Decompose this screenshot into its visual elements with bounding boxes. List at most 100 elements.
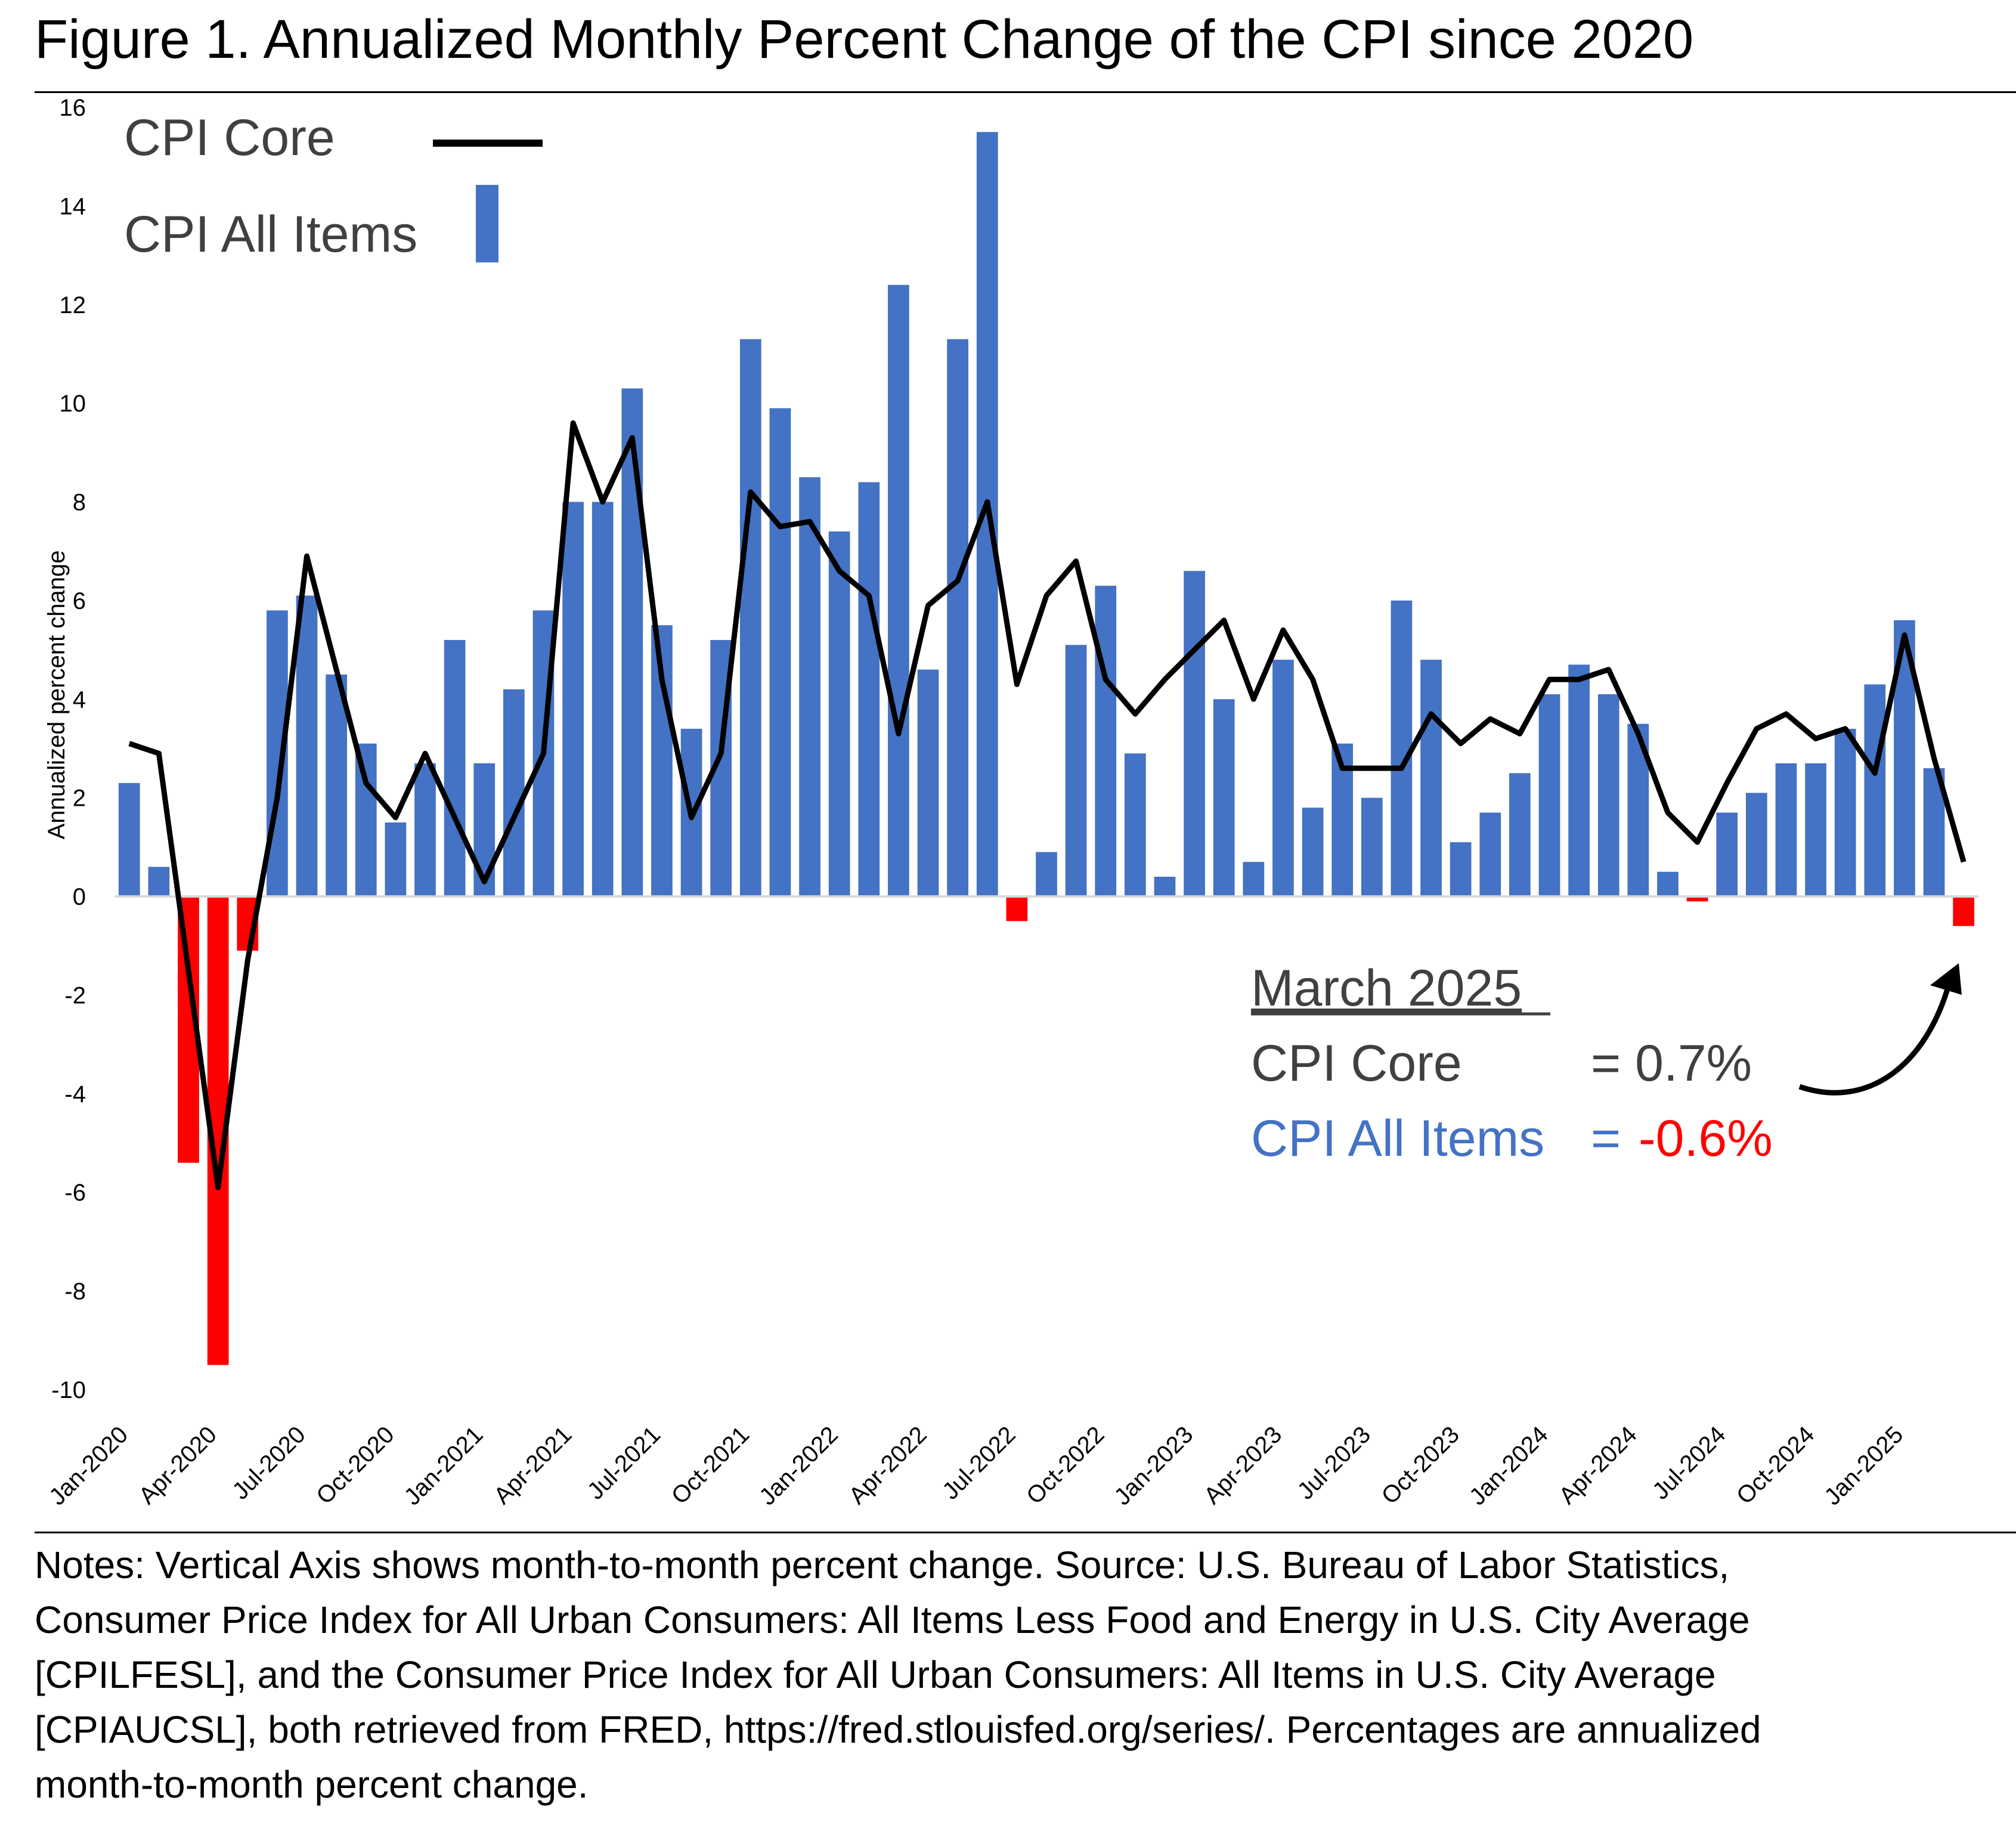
cpi-all-items-bar [947, 339, 969, 897]
notes-line: Consumer Price Index for All Urban Consu… [35, 1598, 1750, 1641]
annotation-all-items-equals: = [1591, 1110, 1621, 1167]
cpi-all-items-bar [1036, 852, 1057, 897]
y-tick-label: 2 [73, 785, 86, 812]
notes-rule [35, 1532, 2016, 1533]
cpi-all-items-bar [1302, 808, 1324, 897]
cpi-all-items-bar [592, 502, 614, 897]
cpi-all-items-bar [1805, 763, 1826, 897]
cpi-all-items-bar [1184, 571, 1205, 897]
x-tick-label: Apr-2022 [844, 1421, 931, 1509]
cpi-all-items-bars [118, 132, 1975, 1365]
y-tick-label: 10 [60, 391, 86, 417]
legend-label-core: CPI Core [124, 109, 335, 166]
annotation-arrow [1798, 980, 1953, 1096]
cpi-all-items-bar [326, 674, 348, 897]
annotation-all-items-value: -0.6% [1639, 1110, 1773, 1167]
annotation-arrowhead [1930, 963, 1962, 995]
cpi-all-items-bar [1272, 660, 1294, 897]
y-tick-label: 6 [73, 588, 86, 614]
y-tick-label: 4 [73, 686, 86, 713]
cpi-all-items-bar [1479, 812, 1501, 897]
y-tick-label: 12 [60, 292, 86, 318]
x-tick-label: Apr-2020 [134, 1421, 222, 1509]
annotation-core-label: CPI Core [1251, 1035, 1462, 1092]
cpi-all-items-bar [917, 669, 939, 897]
x-tick-label: Jan-2023 [1109, 1421, 1198, 1510]
cpi-all-items-bar [1775, 763, 1797, 897]
cpi-all-items-bar [1065, 645, 1087, 897]
legend-label-all-items: CPI All Items [124, 206, 417, 263]
cpi-all-items-bar [1834, 728, 1856, 897]
y-axis-ticks: -10 -8 -6 -4 -2 0 2 4 6 8 10 12 14 16 [51, 95, 86, 1403]
cpi-all-items-bar [1124, 753, 1146, 897]
x-tick-label: Oct-2023 [1377, 1421, 1464, 1509]
cpi-all-items-bar [1391, 600, 1413, 897]
y-tick-label: 14 [60, 193, 86, 219]
cpi-all-items-bar [1597, 694, 1619, 897]
cpi-all-items-bar [118, 782, 140, 897]
cpi-all-items-bar [1213, 699, 1235, 897]
cpi-all-items-bar [739, 339, 761, 897]
annotation-heading: March 2025 [1251, 960, 1522, 1017]
cpi-all-items-bar [1568, 664, 1590, 897]
cpi-all-items-bar [1420, 660, 1442, 897]
cpi-all-items-bar [1716, 812, 1738, 897]
cpi-all-items-bar [1450, 842, 1472, 897]
x-tick-label: Jan-2020 [44, 1421, 133, 1510]
cpi-all-items-bar [1095, 586, 1117, 897]
cpi-all-items-bar [799, 477, 820, 897]
cpi-all-items-bar [562, 502, 584, 897]
x-tick-label: Jul-2024 [1648, 1421, 1731, 1505]
cpi-all-items-bar [1864, 684, 1886, 897]
cpi-all-items-bar [621, 388, 643, 897]
x-tick-label: Oct-2022 [1021, 1421, 1109, 1509]
legend-swatch-all-items [476, 185, 498, 262]
x-tick-label: Apr-2023 [1199, 1421, 1287, 1509]
cpi-all-items-bar [1686, 896, 1708, 902]
y-tick-label: -2 [64, 982, 86, 1009]
x-tick-label: Jan-2022 [754, 1421, 843, 1510]
y-tick-label: -8 [64, 1279, 86, 1305]
x-tick-label: Apr-2021 [489, 1421, 577, 1509]
y-tick-label: 0 [73, 884, 86, 910]
x-tick-label: Apr-2024 [1554, 1421, 1642, 1509]
cpi-all-items-bar [473, 763, 496, 897]
annotation-core-value: = 0.7% [1591, 1035, 1752, 1092]
cpi-all-items-bar [414, 763, 436, 897]
x-tick-label: Oct-2020 [311, 1421, 399, 1509]
notes: Notes: Vertical Axis shows month-to-mont… [35, 1538, 2016, 1812]
title-rule [35, 91, 2016, 93]
y-tick-label: -4 [64, 1081, 86, 1108]
cpi-all-items-bar [1006, 896, 1028, 921]
cpi-all-items-bar [1154, 877, 1176, 897]
x-tick-label: Oct-2024 [1732, 1421, 1819, 1509]
y-tick-label: 8 [73, 490, 86, 516]
x-axis-ticks: Jan-2020 Apr-2020 Jul-2020 Oct-2020 Jan-2021… [44, 1421, 1908, 1510]
y-axis-label: Annualized percent change [44, 550, 70, 840]
y-tick-label: -10 [51, 1377, 86, 1403]
cpi-all-items-bar [1538, 694, 1560, 897]
y-tick-label: 16 [60, 95, 86, 121]
x-tick-label: Jan-2025 [1819, 1421, 1908, 1510]
cpi-all-items-bar [858, 482, 880, 897]
x-tick-label: Jul-2023 [1293, 1421, 1376, 1505]
cpi-all-items-bar [503, 689, 525, 897]
cpi-all-items-bar [1953, 896, 1975, 926]
x-tick-label: Oct-2021 [667, 1421, 754, 1509]
cpi-all-items-bar [1657, 871, 1679, 897]
legend: CPI Core CPI All Items [124, 109, 543, 263]
y-tick-label: -6 [64, 1180, 86, 1206]
cpi-all-items-bar [1243, 862, 1265, 897]
x-tick-label: Jul-2021 [583, 1421, 666, 1505]
notes-line: [CPIAUCSL], both retrieved from FRED, ht… [35, 1708, 1761, 1751]
annotation-all-items-label: CPI All Items [1251, 1110, 1544, 1167]
cpi-all-items-bar [148, 867, 170, 897]
cpi-all-items-bar [769, 408, 791, 897]
x-tick-label: Jul-2020 [227, 1421, 311, 1505]
cpi-all-items-bar [296, 595, 318, 897]
notes-line: Notes: Vertical Axis shows month-to-mont… [35, 1543, 1730, 1586]
cpi-all-items-bar [828, 531, 850, 897]
cpi-all-items-bar [888, 284, 909, 897]
notes-line: month-to-month percent change. [35, 1763, 589, 1806]
